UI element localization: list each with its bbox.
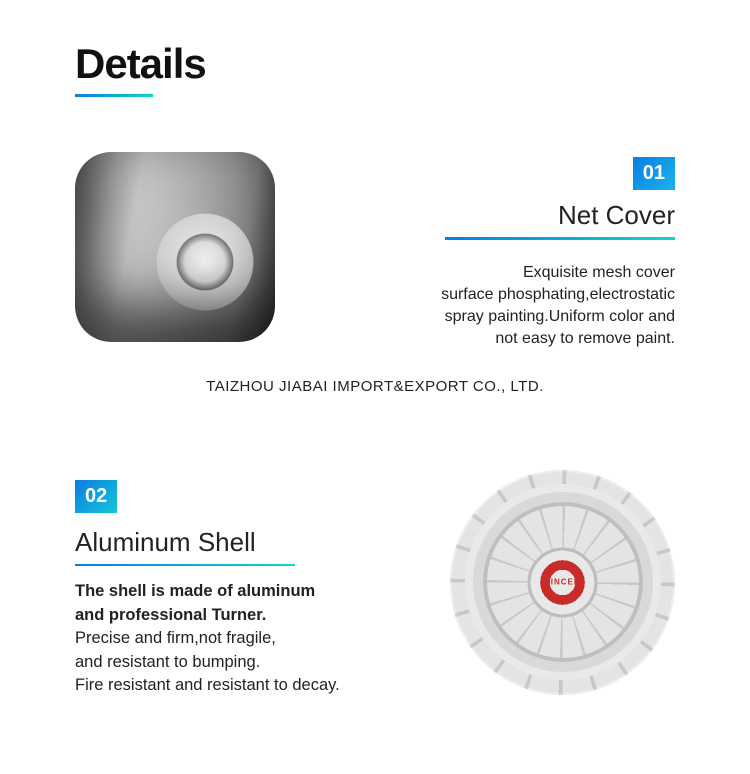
brand-label: SINCEN <box>544 578 580 587</box>
net-cover-description: Exquisite mesh cover surface phosphating… <box>335 262 675 350</box>
badge-01: 01 <box>633 157 675 190</box>
desc-line: Exquisite mesh cover <box>335 262 675 284</box>
detail-item-2: 02 Aluminum Shell The shell is made of a… <box>75 480 675 698</box>
page-title: Details <box>75 40 675 97</box>
aluminum-shell-description: The shell is made of aluminum and profes… <box>75 580 420 697</box>
aluminum-shell-title: Aluminum Shell <box>75 527 420 558</box>
desc-line: The shell is made of aluminum <box>75 582 315 600</box>
detail-item-1: 01 Net Cover Exquisite mesh cover surfac… <box>75 152 675 350</box>
net-cover-photo <box>75 152 275 342</box>
aluminum-shell-text-block: 02 Aluminum Shell The shell is made of a… <box>75 480 420 698</box>
badge-02: 02 <box>75 480 117 513</box>
aluminum-shell-underline <box>75 564 295 567</box>
desc-line: and resistant to bumping. <box>75 651 420 674</box>
net-cover-text-block: 01 Net Cover Exquisite mesh cover surfac… <box>335 152 675 350</box>
net-cover-underline <box>445 237 675 240</box>
desc-line: not easy to remove paint. <box>335 328 675 350</box>
desc-line: spray painting.Uniform color and <box>335 306 675 328</box>
desc-line: and professional Turner. <box>75 606 266 624</box>
desc-line: Precise and firm,not fragile, <box>75 627 420 650</box>
aluminum-shell-photo: SINCEN <box>450 470 675 695</box>
heading-text: Details <box>75 40 675 88</box>
desc-line: surface phosphating,electrostatic <box>335 284 675 306</box>
desc-line: Fire resistant and resistant to decay. <box>75 674 420 697</box>
net-cover-title: Net Cover <box>335 200 675 231</box>
company-name: TAIZHOU JIABAI IMPORT&EXPORT CO., LTD. <box>45 378 705 395</box>
heading-underline <box>75 94 153 97</box>
